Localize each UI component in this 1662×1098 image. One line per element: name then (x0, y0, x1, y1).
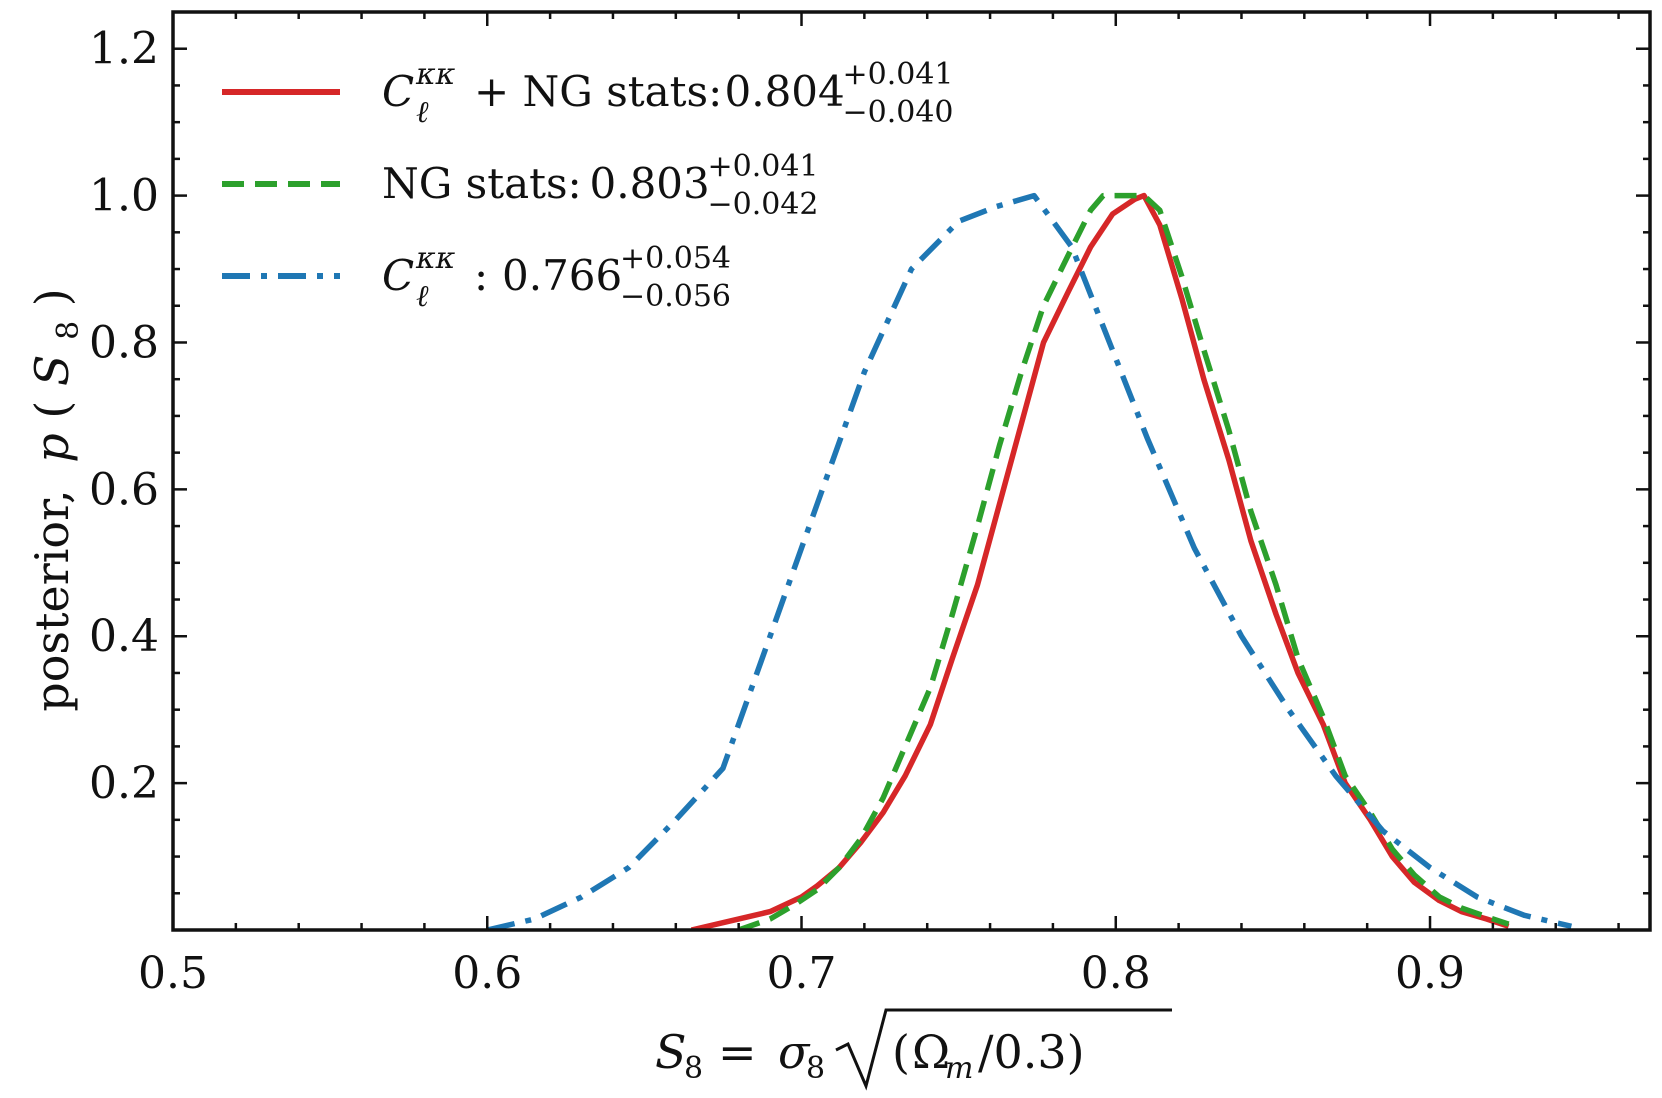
legend-label-ng_stats: NG stats: (382, 159, 582, 208)
x-title-open: ( (892, 1025, 910, 1079)
x-title-omega: Ω (912, 1025, 950, 1079)
y-title-var: S (25, 355, 79, 387)
legend-label-power_spectrum: : (474, 251, 488, 300)
legend-symbol-sup: κκ (415, 57, 456, 92)
y-axis-title: posterior, p ( S 8 ) (25, 288, 89, 712)
y-tick-label: 1.0 (89, 171, 159, 222)
y-title-func: p (25, 433, 79, 462)
y-tick-label: 0.2 (89, 758, 159, 809)
ticks-layer (171, 10, 1650, 930)
legend-symbol-sup: κκ (415, 241, 456, 276)
y-tick-label: 0.4 (89, 611, 159, 662)
curves-layer (486, 192, 1573, 930)
x-tick-label: 0.8 (1081, 948, 1151, 999)
x-tick-label: 0.7 (767, 948, 837, 999)
x-tick-label: 0.5 (138, 948, 208, 999)
y-title: posterior, p ( S 8 ) (25, 288, 89, 712)
y-tick-label: 0.6 (89, 464, 159, 515)
y-title-close: ) (25, 288, 79, 306)
y-title-prefix: posterior, (25, 489, 79, 711)
x-title-s: S (655, 1025, 687, 1079)
legend-symbol-main: C (382, 67, 414, 116)
legend-value-power_spectrum: 0.766 (502, 251, 622, 300)
y-tick-label: 0.8 (89, 317, 159, 368)
series-line-power_spectrum (486, 192, 1573, 930)
x-axis-title: S 8 = σ 8 ( Ω m /0.3) (655, 1008, 1172, 1091)
legend-symbol-sub: ℓ (416, 95, 429, 130)
x-title-omega-sub: m (945, 1051, 973, 1086)
x-title-radical (835, 1008, 1172, 1091)
legend-label-combined: + NG stats: (474, 67, 722, 116)
legend-err-plus-combined: +0.041 (843, 57, 954, 92)
legend-err-minus-ng_stats: −0.042 (708, 187, 819, 222)
tick-labels-layer: 0.5 0.6 0.7 0.8 0.9 0.2 0.4 0.6 0.8 1.0 1.2 (89, 24, 1465, 999)
x-tick-label: 0.6 (452, 948, 522, 999)
series-line-ng_stats (737, 192, 1510, 930)
plot-frame (171, 10, 1652, 932)
y-title-var-sub: 8 (51, 321, 86, 340)
legend-err-plus-ng_stats: +0.041 (708, 149, 819, 184)
x-title-eq: = (718, 1025, 757, 1079)
legend-value-ng_stats: 0.803 (590, 159, 710, 208)
legend-err-plus-power_spectrum: +0.054 (620, 241, 731, 276)
legend-value-combined: 0.804 (725, 67, 845, 116)
legend-symbol-sub: ℓ (416, 279, 429, 314)
x-title-close: /0.3) (978, 1025, 1085, 1079)
legend-err-minus-combined: −0.040 (843, 95, 954, 130)
x-title-s-sub: 8 (684, 1051, 703, 1086)
legend-err-minus-power_spectrum: −0.056 (620, 279, 731, 314)
y-title-open: ( (25, 401, 79, 419)
x-title-sigma-sub: 8 (806, 1051, 825, 1086)
x-tick-label: 0.9 (1395, 948, 1465, 999)
y-tick-label: 1.2 (89, 24, 159, 75)
legend-symbol-main: C (382, 251, 414, 300)
series-line-combined (690, 192, 1510, 930)
x-title-sigma: σ (778, 1025, 811, 1079)
